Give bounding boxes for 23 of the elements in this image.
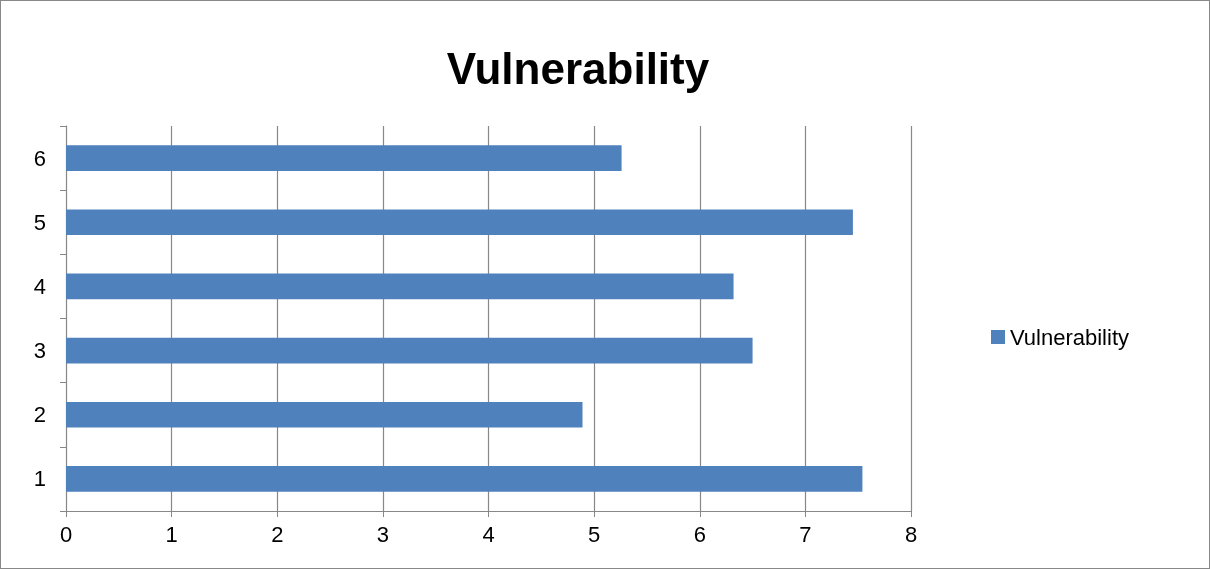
bar <box>66 466 863 492</box>
x-tick-label: 8 <box>904 521 918 547</box>
bar <box>66 337 753 364</box>
x-tick-label: 4 <box>482 521 495 547</box>
x-tick-label: 2 <box>271 521 284 547</box>
bar <box>66 401 583 428</box>
y-tick-label: 2 <box>33 402 46 428</box>
y-tick-label: 1 <box>33 466 46 492</box>
y-tick-label: 6 <box>33 145 46 171</box>
x-tick-label: 7 <box>799 521 812 547</box>
x-tick-label: 0 <box>59 521 73 547</box>
x-tick-label: 5 <box>588 521 601 547</box>
x-tick-label: 3 <box>376 521 389 547</box>
chart-title: Vulnerability <box>446 43 710 93</box>
y-tick-label: 4 <box>33 273 46 299</box>
bar <box>66 145 622 171</box>
x-tick-label: 1 <box>165 521 178 547</box>
legend-label: Vulnerability <box>1009 324 1130 350</box>
y-tick-label: 3 <box>33 338 46 364</box>
x-tick-label: 6 <box>693 521 706 547</box>
y-tick-label: 5 <box>33 209 46 235</box>
bar <box>66 209 853 236</box>
bar <box>66 273 734 300</box>
